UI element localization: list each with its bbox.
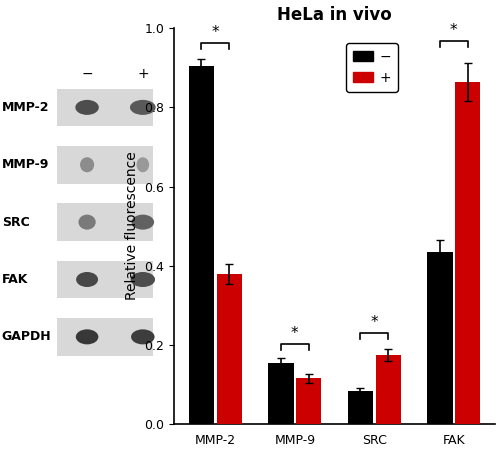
Ellipse shape xyxy=(130,100,156,115)
Text: *: * xyxy=(370,315,378,330)
Text: −: − xyxy=(82,67,93,81)
Bar xyxy=(296,378,322,424)
Ellipse shape xyxy=(76,100,99,115)
Text: SRC: SRC xyxy=(2,216,29,228)
Bar xyxy=(427,252,452,424)
Ellipse shape xyxy=(76,329,98,344)
Text: GAPDH: GAPDH xyxy=(2,330,51,343)
Ellipse shape xyxy=(76,272,98,287)
Text: +: + xyxy=(137,67,148,81)
Text: MMP-2: MMP-2 xyxy=(2,101,49,114)
Bar xyxy=(58,89,154,126)
Ellipse shape xyxy=(131,329,154,344)
Ellipse shape xyxy=(80,157,94,172)
Bar xyxy=(58,318,154,356)
Ellipse shape xyxy=(136,157,149,172)
Bar xyxy=(216,274,242,424)
Text: *: * xyxy=(212,25,219,40)
Text: FAK: FAK xyxy=(2,273,28,286)
Y-axis label: Relative fluorescence: Relative fluorescence xyxy=(125,152,139,300)
Ellipse shape xyxy=(132,215,154,230)
Text: MMP-9: MMP-9 xyxy=(2,158,49,171)
Bar xyxy=(455,81,480,424)
Legend: −, +: −, + xyxy=(346,43,398,92)
Bar xyxy=(348,391,373,424)
Bar xyxy=(58,203,154,241)
Bar xyxy=(268,363,293,424)
Bar xyxy=(376,355,401,424)
Ellipse shape xyxy=(130,272,155,287)
Text: *: * xyxy=(450,23,458,38)
Bar xyxy=(58,146,154,184)
Bar xyxy=(188,66,214,424)
Bar xyxy=(58,261,154,298)
Ellipse shape xyxy=(78,215,96,230)
Title: HeLa in vivo: HeLa in vivo xyxy=(277,6,392,24)
Text: *: * xyxy=(291,326,298,341)
